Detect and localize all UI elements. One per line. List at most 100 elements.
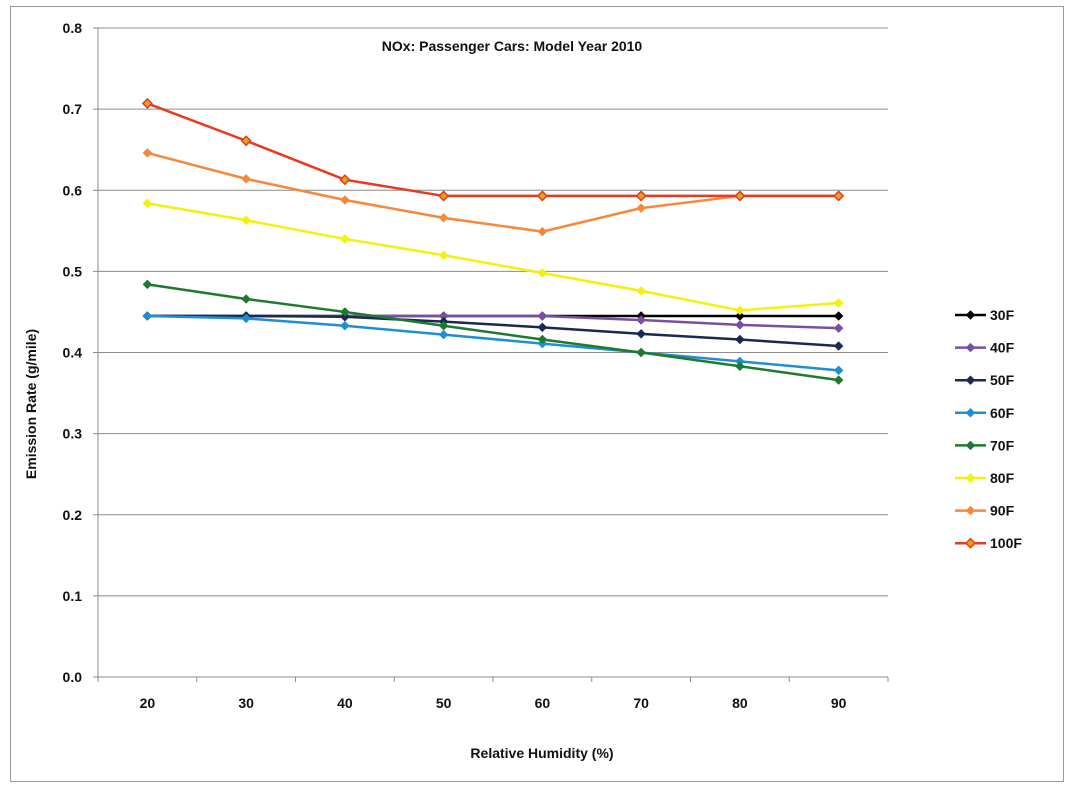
legend-label: 50F [990, 372, 1015, 388]
y-tick-label: 0.7 [63, 101, 83, 117]
series-100F [141, 97, 845, 202]
legend-item: 50F [955, 372, 1015, 388]
data-point [340, 307, 350, 317]
legend-label: 60F [990, 405, 1015, 421]
series-line [146, 102, 839, 198]
legend-marker [965, 342, 976, 353]
legend-marker [964, 537, 977, 549]
data-point [241, 174, 251, 184]
x-tick-label: 20 [140, 695, 156, 711]
chart-title: NOx: Passenger Cars: Model Year 2010 [382, 38, 643, 54]
y-tick-label: 0.6 [63, 182, 83, 198]
x-tick-label: 90 [831, 695, 847, 711]
series-60F [142, 311, 844, 376]
y-tick-label: 0.4 [63, 345, 83, 361]
gridlines [98, 27, 888, 597]
x-tick-label: 30 [238, 695, 254, 711]
legend-marker [965, 440, 976, 451]
data-point [438, 212, 449, 223]
data-point [735, 334, 745, 345]
legend-marker [965, 310, 976, 320]
data-point [438, 190, 450, 202]
x-tick-labels: 20 30 40 50 60 70 80 90 [140, 695, 847, 711]
data-point [833, 190, 845, 202]
data-point [340, 320, 350, 331]
data-point [142, 148, 153, 158]
series-lines [141, 97, 845, 385]
y-tick-label: 0.3 [63, 426, 83, 442]
data-point [339, 174, 351, 186]
legend-label: 70F [990, 437, 1015, 453]
legend-marker [965, 407, 976, 418]
legend-item: 80F [955, 470, 1015, 486]
data-point [537, 311, 548, 321]
data-point [241, 294, 251, 304]
y-tick-label: 0.2 [63, 507, 83, 523]
y-tick-labels: 0.0 0.1 0.2 0.3 0.4 0.5 0.6 0.7 0.8 [63, 20, 83, 685]
y-tick-label: 0.1 [63, 588, 83, 604]
legend: 30F 40F 50F 60F 70F 80F 90F 100F [955, 307, 1022, 551]
data-point [833, 375, 844, 385]
legend-label: 40F [990, 340, 1015, 356]
data-point [833, 311, 844, 321]
series-line [147, 201, 839, 312]
data-point [636, 285, 646, 296]
legend-item: 40F [955, 340, 1015, 356]
data-point [536, 190, 548, 202]
x-tick-label: 40 [337, 695, 353, 711]
data-point [340, 234, 350, 244]
data-point [636, 203, 646, 213]
data-point [537, 322, 548, 333]
data-point [142, 198, 153, 209]
legend-item: 90F [955, 503, 1015, 519]
y-tick-label: 0.8 [63, 20, 83, 36]
data-point [833, 323, 844, 334]
series-80F [142, 198, 844, 316]
series-line [147, 314, 839, 372]
data-point [636, 328, 646, 339]
series-line [147, 283, 839, 382]
x-tick-label: 70 [633, 695, 649, 711]
data-point [735, 320, 745, 330]
axes [93, 27, 889, 682]
x-axis-label: Relative Humidity (%) [470, 745, 613, 761]
legend-item: 30F [955, 307, 1015, 323]
data-point [735, 361, 745, 372]
legend-marker [965, 505, 976, 516]
data-point [833, 298, 844, 308]
series-70F [142, 279, 844, 385]
data-point [537, 226, 548, 237]
x-tick-label: 80 [732, 695, 748, 711]
data-point [537, 268, 548, 278]
legend-label: 30F [990, 307, 1015, 323]
data-point [241, 313, 251, 324]
legend-item: 100F [955, 535, 1022, 551]
data-point [833, 341, 844, 351]
data-point [833, 365, 844, 376]
data-point [636, 315, 646, 325]
data-point [636, 347, 646, 358]
data-point [735, 305, 745, 316]
legend-marker [965, 375, 976, 386]
data-point [734, 190, 746, 202]
data-point [142, 279, 153, 290]
x-tick-label: 60 [535, 695, 551, 711]
legend-marker [965, 473, 976, 483]
data-point [241, 215, 251, 226]
data-point [142, 311, 153, 321]
legend-item: 70F [955, 437, 1015, 453]
data-point [537, 334, 548, 345]
series-line [147, 314, 839, 348]
legend-label: 90F [990, 503, 1015, 519]
series-line [147, 151, 839, 233]
legend-label: 100F [990, 535, 1022, 551]
legend-label: 80F [990, 470, 1015, 486]
data-point [635, 190, 647, 202]
y-tick-label: 0.5 [63, 263, 83, 279]
y-tick-label: 0.0 [63, 669, 83, 685]
data-point [438, 250, 449, 261]
data-point [438, 320, 449, 331]
x-tick-label: 50 [436, 695, 452, 711]
data-point [340, 195, 350, 205]
